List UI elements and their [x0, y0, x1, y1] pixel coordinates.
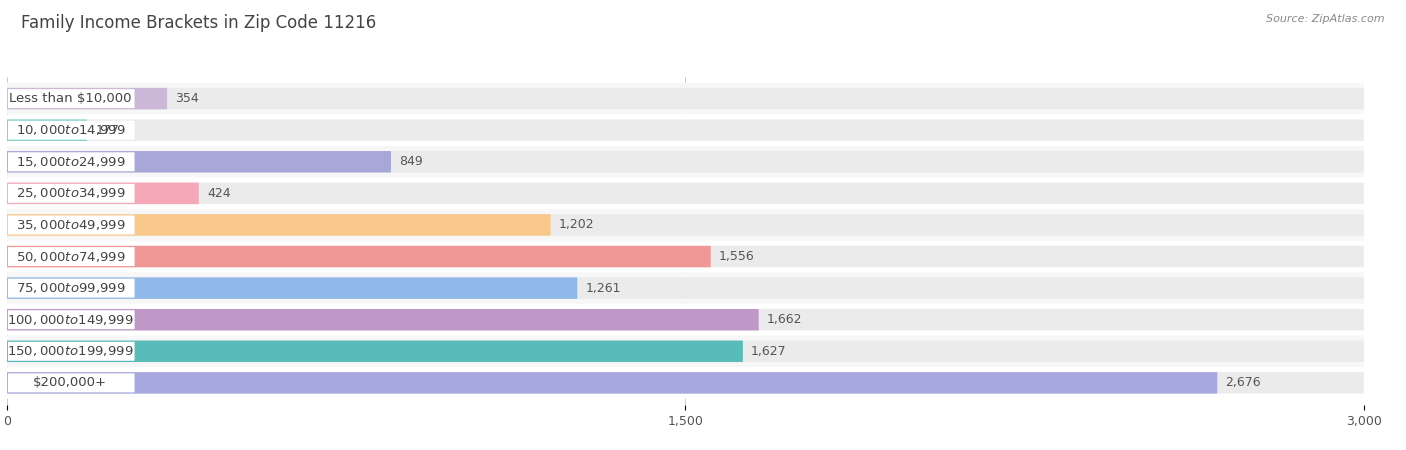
FancyBboxPatch shape	[7, 246, 1364, 267]
FancyBboxPatch shape	[8, 184, 135, 203]
FancyBboxPatch shape	[7, 151, 391, 172]
FancyBboxPatch shape	[7, 241, 1364, 272]
Text: 1,662: 1,662	[766, 313, 803, 326]
FancyBboxPatch shape	[7, 119, 87, 141]
Text: 177: 177	[96, 124, 120, 137]
FancyBboxPatch shape	[7, 214, 1364, 236]
Text: 849: 849	[399, 155, 423, 168]
FancyBboxPatch shape	[7, 336, 1364, 367]
FancyBboxPatch shape	[8, 216, 135, 234]
Text: $150,000 to $199,999: $150,000 to $199,999	[7, 344, 134, 358]
FancyBboxPatch shape	[8, 247, 135, 266]
FancyBboxPatch shape	[7, 114, 1364, 146]
FancyBboxPatch shape	[8, 121, 135, 140]
FancyBboxPatch shape	[7, 183, 198, 204]
Text: Family Income Brackets in Zip Code 11216: Family Income Brackets in Zip Code 11216	[21, 14, 377, 32]
FancyBboxPatch shape	[7, 309, 1364, 330]
FancyBboxPatch shape	[7, 277, 1364, 299]
FancyBboxPatch shape	[8, 152, 135, 171]
FancyBboxPatch shape	[8, 310, 135, 329]
FancyBboxPatch shape	[7, 146, 1364, 178]
FancyBboxPatch shape	[8, 374, 135, 392]
FancyBboxPatch shape	[7, 88, 1364, 109]
FancyBboxPatch shape	[7, 209, 1364, 241]
Text: $200,000+: $200,000+	[34, 376, 107, 389]
Text: 2,676: 2,676	[1226, 376, 1261, 389]
Text: 1,627: 1,627	[751, 345, 786, 358]
Text: $10,000 to $14,999: $10,000 to $14,999	[15, 123, 125, 137]
FancyBboxPatch shape	[7, 304, 1364, 336]
FancyBboxPatch shape	[7, 277, 578, 299]
Text: Less than $10,000: Less than $10,000	[8, 92, 132, 105]
Text: 1,202: 1,202	[558, 218, 595, 231]
Text: 354: 354	[176, 92, 200, 105]
FancyBboxPatch shape	[7, 309, 759, 330]
FancyBboxPatch shape	[7, 367, 1364, 399]
FancyBboxPatch shape	[8, 89, 135, 108]
FancyBboxPatch shape	[7, 88, 167, 109]
FancyBboxPatch shape	[8, 342, 135, 361]
FancyBboxPatch shape	[7, 178, 1364, 209]
Text: 1,556: 1,556	[718, 250, 755, 263]
Text: $15,000 to $24,999: $15,000 to $24,999	[15, 155, 125, 169]
FancyBboxPatch shape	[7, 341, 1364, 362]
Text: $100,000 to $149,999: $100,000 to $149,999	[7, 313, 134, 327]
FancyBboxPatch shape	[7, 372, 1218, 394]
FancyBboxPatch shape	[7, 246, 711, 267]
Text: Source: ZipAtlas.com: Source: ZipAtlas.com	[1267, 14, 1385, 23]
Text: $35,000 to $49,999: $35,000 to $49,999	[15, 218, 125, 232]
FancyBboxPatch shape	[7, 214, 551, 236]
Text: $50,000 to $74,999: $50,000 to $74,999	[15, 250, 125, 264]
Text: 424: 424	[207, 187, 231, 200]
FancyBboxPatch shape	[7, 272, 1364, 304]
Text: $75,000 to $99,999: $75,000 to $99,999	[15, 281, 125, 295]
Text: 1,261: 1,261	[585, 282, 621, 295]
FancyBboxPatch shape	[7, 151, 1364, 172]
Text: $25,000 to $34,999: $25,000 to $34,999	[15, 186, 125, 200]
FancyBboxPatch shape	[7, 372, 1364, 394]
FancyBboxPatch shape	[7, 183, 1364, 204]
FancyBboxPatch shape	[8, 279, 135, 297]
FancyBboxPatch shape	[7, 341, 742, 362]
FancyBboxPatch shape	[7, 119, 1364, 141]
FancyBboxPatch shape	[7, 83, 1364, 114]
